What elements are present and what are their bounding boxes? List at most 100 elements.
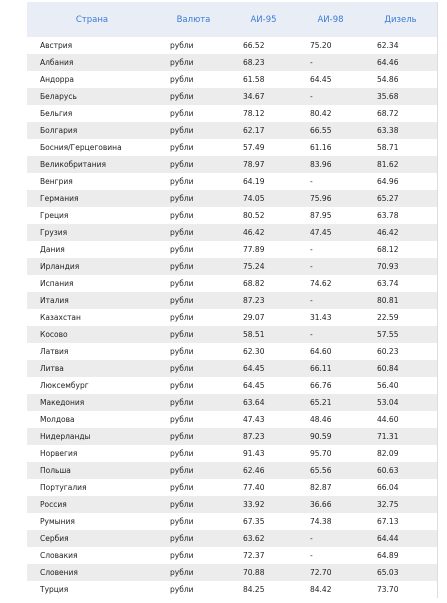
table-cell: 82.09 [377, 449, 399, 458]
table-cell: 73.70 [377, 585, 399, 594]
table-cell: Норвегия [40, 449, 78, 458]
table-cell: 36.66 [297, 496, 364, 513]
table-cell: 68.82 [243, 279, 265, 288]
table-cell: Люксембург [40, 381, 89, 390]
table-cell: Италия [27, 292, 157, 309]
table-cell: рубли [157, 462, 230, 479]
table-row: Албания рубли 68.23-64.46 [27, 54, 437, 71]
column-header[interactable]: АИ-98 [297, 2, 364, 37]
table-cell: 48.46 [310, 415, 332, 424]
table-cell: рубли [170, 109, 194, 118]
table-cell: 64.46 [364, 54, 437, 71]
table-cell: 46.42 [364, 224, 437, 241]
table-row: Турция рубли 84.25 84.42 73.70 [27, 581, 437, 598]
table-cell: 67.35 [243, 517, 265, 526]
table-cell: 66.11 [297, 360, 364, 377]
table-cell: рубли [170, 381, 194, 390]
table-cell: рубли [157, 326, 230, 343]
table-cell: рубли [157, 88, 230, 105]
table-cell: 60.84 [364, 360, 437, 377]
table-cell: Словения [27, 564, 157, 581]
table-cell: 90.59 [297, 428, 364, 445]
table-cell: Казахстан [40, 313, 81, 322]
column-header[interactable]: АИ-95 [230, 2, 297, 37]
table-cell: 82.87 [310, 483, 332, 492]
table-cell: 78.97 [230, 156, 297, 173]
table-row: Косово рубли 58.51-57.55 [27, 326, 437, 343]
table-row: Бельгия рубли 78.12 80.42 68.72 [27, 105, 437, 122]
table-cell: 61.58 [243, 75, 265, 84]
table-cell: 57.55 [364, 326, 437, 343]
table-cell: Сербия [27, 530, 157, 547]
table-container: Страна Валюта АИ-95 АИ-98 Дизель Австрия рубл… [27, 2, 438, 598]
table-row: Великобритания рубли 78.97 83.96 81.62 [27, 156, 437, 173]
table-cell: 74.05 [230, 190, 297, 207]
table-cell: 81.62 [364, 156, 437, 173]
column-header[interactable]: Дизель [364, 2, 437, 37]
table-row: Дания рубли 77.89 - 68.12 [27, 241, 437, 258]
table-cell: 71.31 [364, 428, 437, 445]
table-cell: рубли [157, 258, 230, 275]
table-row: Болгария рубли 62.17 66.55 63.38 [27, 122, 437, 139]
column-header[interactable]: Страна [27, 2, 157, 37]
table-cell: Австрия [40, 41, 73, 50]
table-cell: 44.60 [377, 415, 399, 424]
table-row: Австрия рубли 66.52 75.20 62.34 [27, 37, 437, 54]
table-cell: 57.49 [243, 143, 265, 152]
table-cell: рубли [157, 394, 230, 411]
table-row: Сербия рубли 63.62-64.44 [27, 530, 437, 547]
table-cell: 53.04 [364, 394, 437, 411]
table-cell: Венгрия [40, 177, 73, 186]
table-cell: 56.40 [377, 381, 399, 390]
table-row: Польша рубли 62.46 65.56 60.63 [27, 462, 437, 479]
table-cell: - [297, 54, 364, 71]
table-cell: - [310, 551, 313, 560]
table-cell: 64.96 [377, 177, 399, 186]
table-cell: 72.37 [243, 551, 265, 560]
table-cell: 75.20 [310, 41, 332, 50]
table-cell: 68.72 [377, 109, 399, 118]
table-cell: 47.43 [243, 415, 265, 424]
table-row: Словения рубли 70.88 72.70 65.03 [27, 564, 437, 581]
table-cell: рубли [157, 530, 230, 547]
table-cell: - [297, 88, 364, 105]
table-cell: 64.45 [230, 360, 297, 377]
table-cell: 91.43 [243, 449, 265, 458]
table-cell: 87.23 [230, 428, 297, 445]
table-cell: 65.21 [297, 394, 364, 411]
table-cell: Албания [27, 54, 157, 71]
column-header[interactable]: Валюта [157, 2, 230, 37]
table-cell: 65.03 [364, 564, 437, 581]
table-cell: Босния/Герцеговина [40, 143, 122, 152]
table-row: Греция рубли 80.52 87.95 63.78 [27, 207, 437, 224]
table-cell: 65.56 [297, 462, 364, 479]
table-cell: Косово [27, 326, 157, 343]
table-cell: Македония [27, 394, 157, 411]
table-cell: 63.38 [364, 122, 437, 139]
table-cell: 60.23 [377, 347, 399, 356]
table-cell: 46.42 [230, 224, 297, 241]
table-cell: Нидерланды [27, 428, 157, 445]
table-cell: 70.88 [230, 564, 297, 581]
table-cell: рубли [157, 54, 230, 71]
table-row: Грузия рубли 46.42 47.45 46.42 [27, 224, 437, 241]
table-cell: 84.42 [310, 585, 332, 594]
table-row: Люксембург рубли 64.45 66.76 56.40 [27, 377, 437, 394]
table-cell: 35.68 [364, 88, 437, 105]
table-cell: Беларусь [27, 88, 157, 105]
table-cell: рубли [170, 483, 194, 492]
table-cell: 63.78 [377, 211, 399, 220]
table-cell: 22.59 [377, 313, 399, 322]
table-cell: 68.23 [230, 54, 297, 71]
table-cell: рубли [157, 156, 230, 173]
table-row: Андорра рубли 61.58 64.45 54.86 [27, 71, 437, 88]
table-cell: 95.70 [310, 449, 332, 458]
table-cell: рубли [170, 517, 194, 526]
table-cell: рубли [170, 279, 194, 288]
table-cell: - [297, 326, 364, 343]
table-cell: рубли [157, 122, 230, 139]
table-cell: рубли [157, 564, 230, 581]
table-cell: - [310, 245, 313, 254]
table-row: Италия рубли 87.23-80.81 [27, 292, 437, 309]
